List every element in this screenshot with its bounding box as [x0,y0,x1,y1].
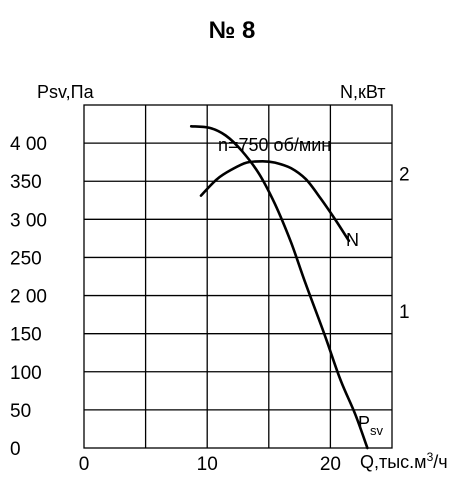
x-tick-label: 20 [320,454,341,475]
data-series [189,125,369,450]
series-label-n: N [346,230,359,250]
x-axis-label-suffix: /ч [433,452,447,472]
series-label-psv-main: P [358,413,370,433]
chart-title: № 8 [209,17,256,44]
series-label-psv: Psv [358,413,384,438]
y-left-tick-label: 3 00 [10,210,47,231]
y-left-tick-label: 150 [10,325,42,346]
grid [83,104,393,449]
x-axis-label-sup: 3 [427,450,434,464]
speed-annotation: n=750 об/мин [218,135,331,155]
y-left-tick-label: 0 [10,439,21,460]
y-right-tick-label: 1 [399,302,410,323]
series-label-psv-sub: sv [370,423,384,438]
x-tick-label: 0 [79,454,90,475]
y-left-tick-label: 4 00 [10,134,47,155]
series-line-psv [189,125,369,450]
y-left-tick-label: 100 [10,363,42,384]
y-left-tick-label: 50 [10,401,31,422]
plot-frame [83,104,393,449]
x-tick-label: 10 [197,454,218,475]
y-axis-right-label: N,кВт [340,82,386,102]
x-axis-label-main: Q,тыс.м [360,452,427,472]
y-left-tick-label: 2 00 [10,287,47,308]
series-line-n [199,160,351,243]
y-left-tick-label: 350 [10,172,42,193]
y-left-tick-label: 250 [10,248,42,269]
x-axis-label: Q,тыс.м3/ч [360,450,448,472]
y-axis-left-label: Psv,Па [37,82,95,102]
y-right-tick-label: 2 [399,165,410,186]
